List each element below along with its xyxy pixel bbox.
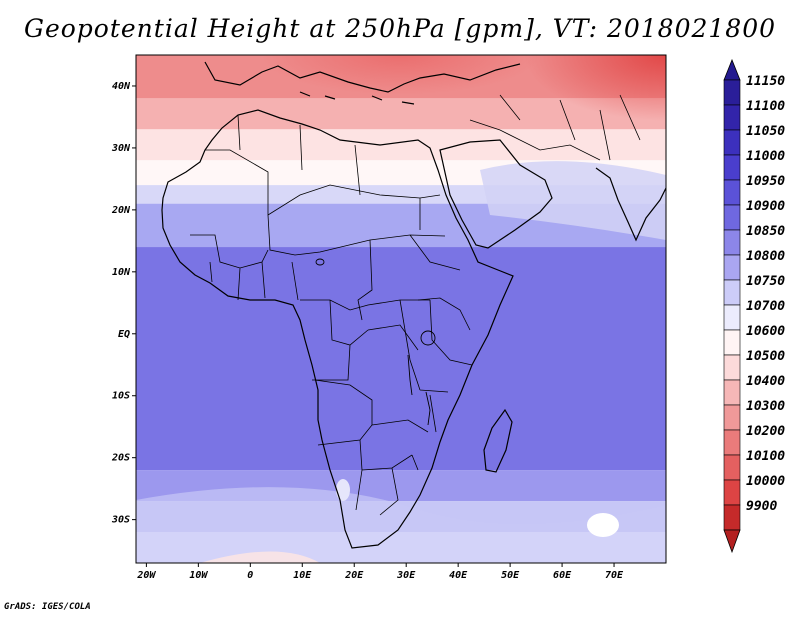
colorbar-swatch — [723, 329, 741, 356]
lakes — [315, 258, 436, 426]
map-title: Geopotential Height at 250hPa [gpm], VT:… — [23, 14, 777, 43]
colorbar-label: 11050 — [746, 124, 785, 139]
colorbar-swatch — [723, 429, 741, 456]
west-africa-borders — [190, 234, 299, 301]
lat-tick-label: 20S — [111, 453, 130, 464]
colorbar-label: 10900 — [746, 199, 785, 214]
longitude-axis: 20W 10W 0 10E 20E 30E 40E 50E 60E 70E — [136, 563, 624, 581]
colorbar-label: 10800 — [746, 249, 785, 264]
colorbar-swatch — [723, 254, 741, 281]
lon-tick-label: 60E — [553, 570, 572, 581]
colorbar-swatch — [723, 104, 741, 131]
colorbar-label: 11000 — [746, 149, 785, 164]
colorbar-label: 11150 — [746, 74, 785, 89]
colorbar-label: 10750 — [746, 274, 785, 289]
colorbar-label: 11100 — [746, 99, 785, 114]
india-coastline — [595, 167, 666, 242]
lake-victoria — [420, 330, 436, 346]
grads-credit: GrADS: IGES/COLA — [4, 602, 91, 612]
colorbar-swatch — [723, 354, 741, 381]
europe-coastline — [204, 61, 521, 93]
colorbar-swatch — [723, 379, 741, 406]
colorbar-label: 10200 — [746, 424, 785, 439]
colorbar-label: 10850 — [746, 224, 785, 239]
indian-ocean-lobe — [480, 161, 666, 240]
colorbar-bottom-arrow — [723, 529, 741, 554]
coastlines — [161, 61, 666, 549]
madagascar-coastline — [483, 408, 513, 473]
colorbar-label: 10500 — [746, 349, 785, 364]
colorbar-label: 10700 — [746, 299, 785, 314]
central-africa-borders — [300, 299, 430, 381]
mediterranean-islands — [299, 91, 415, 105]
arabia-coastline — [439, 139, 553, 249]
colorbar-top-arrow — [723, 58, 741, 81]
colorbar-label: 9900 — [746, 499, 777, 514]
colorbar-swatch — [723, 454, 741, 481]
colorbar-label: 10100 — [746, 449, 785, 464]
lake-malawi — [425, 391, 431, 426]
lat-tick-label: 40N — [112, 81, 131, 92]
lon-tick-label: 40E — [449, 570, 468, 581]
colorbar-swatch — [723, 204, 741, 231]
colorbar-label: 10950 — [746, 174, 785, 189]
lat-tick-label: EQ — [118, 329, 130, 340]
colorbar-swatch — [723, 304, 741, 331]
lon-tick-label: 50E — [501, 570, 520, 581]
lon-tick-label: 0 — [247, 570, 253, 581]
colorbar-label: 10000 — [746, 474, 785, 489]
field-band-6 — [136, 247, 666, 471]
southern-africa-borders — [314, 379, 437, 516]
colorbar-swatch — [723, 279, 741, 306]
north-mediterranean-region — [260, 55, 540, 135]
colorbar-swatch — [723, 404, 741, 431]
lon-tick-label: 10E — [293, 570, 312, 581]
lat-tick-label: 30S — [111, 515, 130, 526]
sahara-borders — [205, 114, 461, 321]
colorbar-label: 10300 — [746, 399, 785, 414]
lake-chad — [315, 258, 325, 266]
colorbar-swatch — [723, 129, 741, 156]
colorbar-swatch — [723, 179, 741, 206]
lon-tick-label: 20E — [344, 570, 364, 581]
lat-tick-label: 10S — [112, 391, 130, 402]
lon-tick-label: 30E — [396, 570, 416, 581]
lake-tanganyika — [407, 354, 413, 396]
plot-frame — [135, 54, 667, 564]
country-borders — [190, 94, 641, 516]
lon-tick-label: 10W — [189, 570, 208, 581]
colorbar: 11150 11100 11050 11000 10950 10900 10850 10800… — [723, 58, 785, 554]
lat-tick-label: 30N — [111, 143, 131, 154]
lat-tick-label: 10N — [112, 267, 131, 278]
colorbar-swatch — [723, 479, 741, 506]
colorbar-label: 10600 — [746, 324, 785, 339]
high-cell-southafrica — [336, 479, 350, 501]
lat-tick-label: 20N — [111, 205, 131, 216]
colorbar-swatch — [723, 504, 741, 531]
lon-tick-label: 20W — [136, 570, 156, 581]
colorbar-swatch — [723, 154, 741, 181]
latitude-axis: 40N 30N 20N 10N EQ 10S 20S 30S — [111, 81, 136, 526]
middle-east-borders — [469, 94, 641, 161]
colorbar-swatch — [723, 229, 741, 256]
southern-pink-lobe — [200, 551, 320, 563]
africa-coastline — [161, 109, 514, 549]
colorbar-label: 10400 — [746, 374, 785, 389]
high-cell-south — [587, 513, 619, 537]
east-africa-borders — [404, 297, 473, 393]
colorbar-swatch — [723, 79, 741, 106]
lon-tick-label: 70E — [605, 570, 624, 581]
